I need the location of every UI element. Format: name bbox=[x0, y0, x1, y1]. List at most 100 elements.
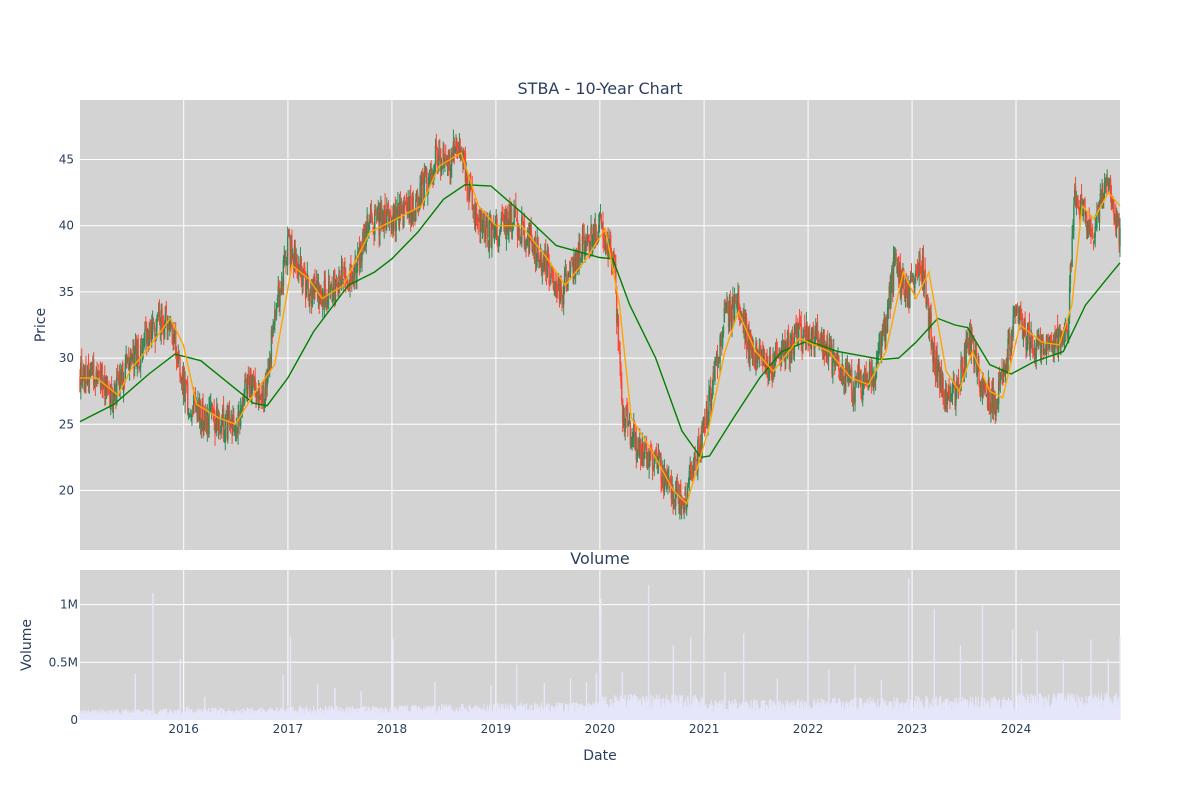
candle-body bbox=[758, 346, 761, 358]
candle-body bbox=[171, 325, 173, 344]
candle-body bbox=[201, 403, 203, 421]
candle-body bbox=[276, 298, 279, 301]
candle-body bbox=[780, 347, 783, 363]
candle-body bbox=[438, 149, 440, 167]
candle-body bbox=[949, 392, 951, 403]
candle-body bbox=[316, 280, 318, 284]
candle-body bbox=[808, 333, 810, 344]
candle-body bbox=[160, 309, 162, 335]
x-tick-label: 2016 bbox=[168, 722, 199, 736]
candle-body bbox=[463, 155, 466, 157]
candle-body bbox=[1079, 194, 1082, 219]
candle-body bbox=[1016, 310, 1019, 314]
candle-body bbox=[489, 220, 491, 223]
candle-body bbox=[273, 324, 275, 330]
candle-body bbox=[897, 256, 900, 282]
candle-body bbox=[937, 365, 939, 377]
candle-body bbox=[221, 421, 223, 428]
candle-body bbox=[351, 277, 354, 284]
candle-body bbox=[493, 236, 496, 242]
candle-body bbox=[329, 287, 332, 289]
volume-bar bbox=[183, 707, 185, 720]
price-tick-label: 40 bbox=[59, 219, 74, 233]
candle-body bbox=[172, 343, 174, 345]
candle-body bbox=[1002, 378, 1004, 380]
candle-body bbox=[617, 315, 620, 351]
candle-body bbox=[992, 389, 995, 409]
candle-body bbox=[445, 157, 448, 163]
candle-body bbox=[1082, 201, 1084, 217]
candle-body bbox=[976, 367, 978, 376]
candle-body bbox=[164, 306, 167, 327]
candle-body bbox=[434, 145, 437, 165]
candle-body bbox=[613, 253, 615, 256]
candle-body bbox=[960, 359, 962, 391]
candle-body bbox=[729, 300, 732, 311]
candle-body bbox=[490, 218, 492, 247]
candle-body bbox=[856, 373, 859, 380]
candle-body bbox=[945, 392, 948, 408]
candle-body bbox=[951, 387, 954, 396]
candle-body bbox=[911, 275, 914, 277]
candle-body bbox=[614, 257, 616, 267]
volume-bar bbox=[1019, 695, 1021, 720]
candle-body bbox=[909, 274, 912, 282]
candle-body bbox=[247, 373, 250, 382]
candle-body bbox=[500, 218, 502, 230]
candle-body bbox=[972, 337, 974, 339]
candle-body bbox=[280, 282, 283, 293]
volume-bar bbox=[283, 709, 285, 720]
candle-body bbox=[580, 257, 582, 259]
candle-body bbox=[265, 375, 267, 391]
candle-body bbox=[206, 412, 209, 431]
candle-body bbox=[1097, 212, 1100, 220]
candle-body bbox=[442, 147, 444, 168]
candle-body bbox=[498, 238, 500, 247]
candle-body bbox=[1010, 333, 1013, 353]
candle-body bbox=[675, 483, 678, 490]
candle-body bbox=[479, 211, 481, 232]
candle-body bbox=[1115, 214, 1117, 231]
candle-body bbox=[640, 455, 643, 461]
candle-body bbox=[1095, 224, 1097, 229]
candle-body bbox=[518, 228, 520, 234]
candle-body bbox=[296, 254, 298, 272]
volume-bar bbox=[753, 699, 756, 720]
candle-body bbox=[557, 274, 560, 288]
candle-body bbox=[926, 295, 928, 307]
candle-body bbox=[1038, 338, 1040, 346]
candle-body bbox=[575, 251, 578, 272]
candle-body bbox=[889, 284, 891, 309]
candle-body bbox=[593, 226, 596, 244]
candle-body bbox=[654, 452, 656, 459]
candle-body bbox=[1023, 318, 1025, 337]
candle-body bbox=[519, 234, 521, 239]
candle-body bbox=[809, 345, 812, 349]
candle-body bbox=[983, 382, 985, 390]
volume-spike-bar bbox=[392, 639, 394, 720]
candle-body bbox=[1027, 322, 1030, 324]
candle-body bbox=[800, 323, 802, 346]
volume-bar bbox=[572, 702, 574, 720]
candle-body bbox=[565, 272, 567, 289]
candle-body bbox=[645, 446, 648, 460]
candle-body bbox=[859, 372, 861, 377]
candle-body bbox=[522, 222, 525, 227]
candle-body bbox=[188, 414, 191, 417]
volume-bar bbox=[671, 694, 673, 720]
candle-body bbox=[940, 367, 943, 392]
candle-body bbox=[988, 382, 990, 407]
candle-body bbox=[147, 330, 150, 347]
candle-body bbox=[639, 442, 642, 459]
candle-body bbox=[180, 376, 182, 381]
candle-body bbox=[1101, 190, 1103, 206]
candle-body bbox=[701, 422, 703, 459]
candle-body bbox=[891, 268, 893, 286]
candle-body bbox=[961, 358, 963, 371]
candle-body bbox=[146, 331, 149, 345]
candle-body bbox=[495, 220, 497, 229]
candle-body bbox=[408, 199, 410, 215]
candle-body bbox=[185, 382, 187, 384]
candle-body bbox=[552, 273, 555, 290]
candle-body bbox=[555, 282, 557, 295]
